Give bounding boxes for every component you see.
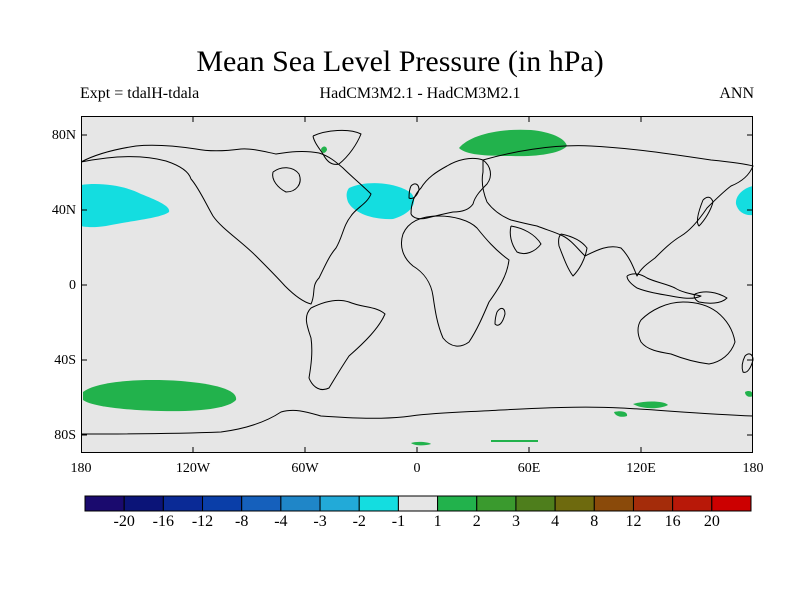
japan-coastline bbox=[696, 196, 714, 227]
colorbar-label: 3 bbox=[511, 513, 520, 530]
colorbar-label: 20 bbox=[703, 513, 720, 530]
colorbar-label: 1 bbox=[433, 513, 442, 530]
colorbar-label: -1 bbox=[391, 513, 406, 530]
south-pacific-positive-region bbox=[83, 380, 237, 412]
lon-label: 180 bbox=[70, 461, 92, 476]
map-frame bbox=[81, 116, 753, 453]
new-guinea-coastline bbox=[693, 291, 728, 304]
colorbar-swatch bbox=[476, 495, 517, 512]
colorbar-label: 4 bbox=[551, 513, 560, 530]
colorbar-label: -8 bbox=[235, 513, 249, 530]
model-label: HadCM3M2.1 - HadCM3M2.1 bbox=[319, 85, 521, 102]
colorbar-label: -20 bbox=[113, 513, 135, 530]
colorbar-swatch bbox=[241, 495, 282, 512]
indonesia-coastline bbox=[626, 273, 702, 299]
lon-label: 60W bbox=[291, 461, 319, 476]
colorbar-swatch bbox=[672, 495, 713, 512]
greenland-coastline bbox=[312, 129, 362, 165]
north-pacific-negative-region bbox=[81, 184, 170, 228]
antarctic-positive-region bbox=[491, 440, 538, 442]
hudson-bay-coastline bbox=[272, 167, 301, 193]
north-atlantic-negative-region bbox=[346, 183, 415, 220]
colorbar-swatch bbox=[280, 495, 321, 512]
lon-label: 180 bbox=[742, 461, 764, 476]
season-label: ANN bbox=[719, 85, 754, 102]
eurasia-positive-region bbox=[459, 129, 567, 157]
colorbar-swatch bbox=[593, 495, 634, 512]
south-america-coastline bbox=[305, 299, 386, 391]
lat-label: 40S bbox=[54, 353, 76, 368]
lon-label: 120E bbox=[626, 461, 656, 476]
colorbar-swatch bbox=[202, 495, 243, 512]
lat-label: 40N bbox=[51, 203, 76, 218]
lat-label: 80S bbox=[54, 428, 76, 443]
australia-coastline bbox=[637, 301, 736, 365]
map-title: Mean Sea Level Pressure (in hPa) bbox=[196, 45, 604, 78]
colorbar-label: -4 bbox=[274, 513, 288, 530]
colorbar-swatch bbox=[437, 495, 478, 512]
southern-ocean-positive-region bbox=[633, 401, 668, 409]
coastlines bbox=[81, 129, 754, 435]
colorbar-label: 12 bbox=[625, 513, 642, 530]
colorbar-label: 16 bbox=[664, 513, 681, 530]
arabia-coastline bbox=[509, 225, 542, 255]
asia-coastline bbox=[481, 145, 754, 277]
colorbar bbox=[84, 495, 752, 512]
colorbar-swatch bbox=[554, 495, 595, 512]
lat-label: 0 bbox=[69, 278, 76, 293]
uk-coastline bbox=[408, 183, 420, 199]
colorbar-swatch bbox=[632, 495, 674, 512]
colorbar-label: -3 bbox=[313, 513, 327, 530]
colorbar-label: -2 bbox=[352, 513, 366, 530]
lon-label: 120W bbox=[175, 461, 211, 476]
antarctic-positive-region bbox=[411, 441, 431, 446]
india-coastline bbox=[558, 233, 588, 277]
north-america-coastline bbox=[81, 144, 372, 305]
colorbar-label: -16 bbox=[152, 513, 174, 530]
colorbar-swatch bbox=[123, 495, 164, 512]
experiment-label: Expt = tdalH-tdala bbox=[80, 85, 200, 102]
antarctica-coastline bbox=[81, 406, 754, 435]
colorbar-swatch bbox=[358, 495, 399, 512]
colorbar-swatch bbox=[162, 495, 204, 512]
southern-ocean-positive-region bbox=[745, 391, 753, 397]
colorbar-swatch bbox=[711, 495, 752, 512]
colorbar-swatch bbox=[319, 495, 360, 512]
madagascar-coastline bbox=[494, 307, 506, 326]
greenland-positive-region bbox=[321, 146, 327, 153]
lat-label: 80N bbox=[51, 128, 76, 143]
africa-coastline bbox=[400, 215, 510, 347]
southern-ocean-positive-region bbox=[614, 411, 628, 417]
new-zealand-coastline bbox=[741, 353, 754, 373]
colorbar-label: 2 bbox=[472, 513, 481, 530]
lon-label: 0 bbox=[413, 461, 421, 476]
north-pacific-east-negative-region bbox=[735, 186, 753, 216]
colorbar-swatch bbox=[397, 495, 439, 512]
world-map bbox=[81, 116, 754, 453]
colorbar-swatch bbox=[515, 495, 556, 512]
colorbar-swatch bbox=[84, 495, 125, 512]
colorbar-label: 8 bbox=[590, 513, 599, 530]
lon-label: 60E bbox=[517, 461, 541, 476]
colorbar-label: -12 bbox=[191, 513, 214, 530]
